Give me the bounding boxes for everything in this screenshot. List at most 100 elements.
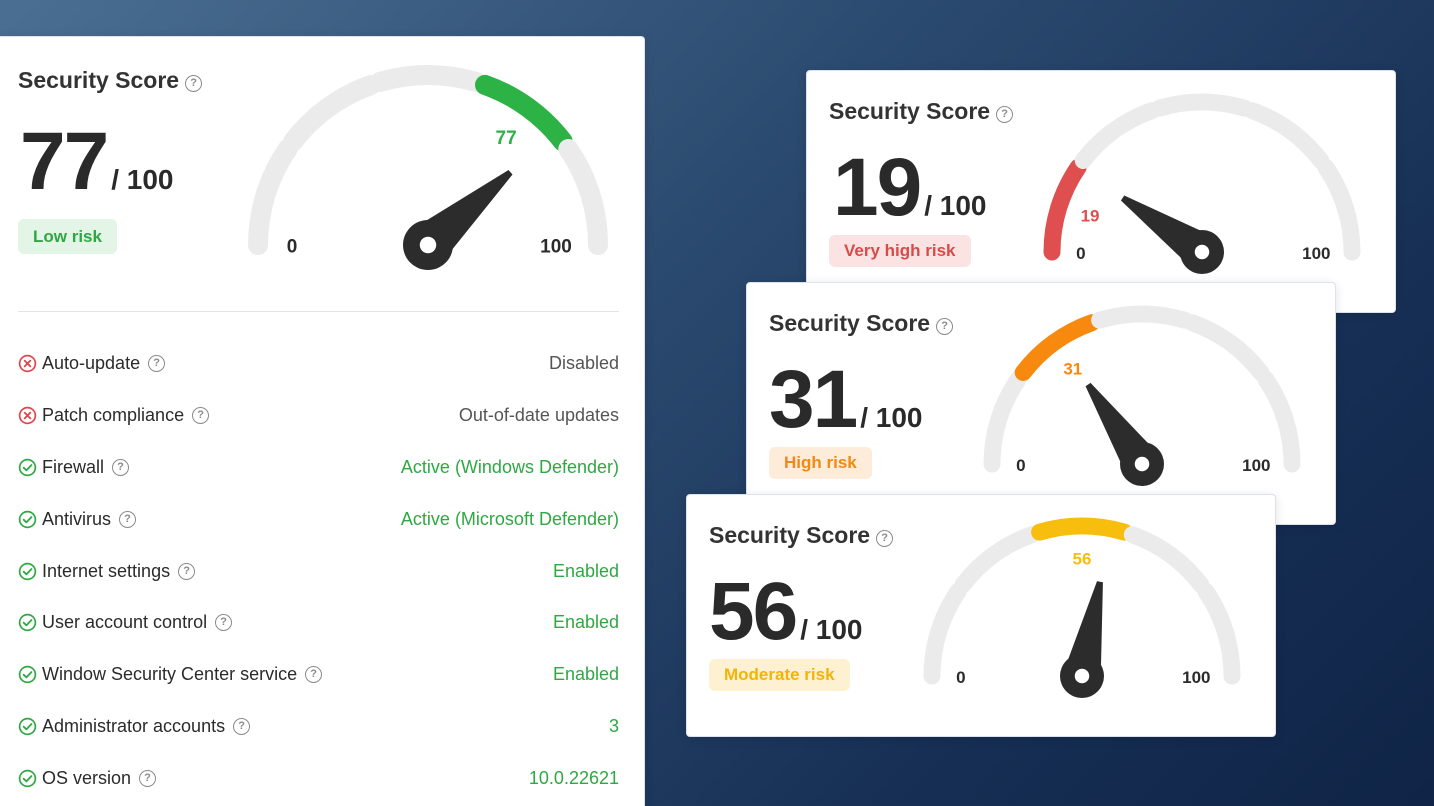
checklist-row-label: Firewall [42,456,105,477]
main-card-title-row: Security Score? [18,67,203,94]
gauge-track-segment [283,74,381,152]
help-icon[interactable]: ? [936,318,954,335]
checklist-row: Firewall? Active (Windows Defender) [18,442,619,494]
checklist-row-label-group: Internet settings? [18,560,196,582]
gauge-track-segment [983,370,1027,473]
score-denominator: / 100 [924,190,987,221]
help-icon[interactable]: ? [148,355,166,373]
checklist-row-label: Antivirus [42,508,112,529]
score-value: 31 [769,354,858,445]
score-denominator: / 100 [111,164,174,195]
security-score-card-moderate-risk: Security Score? 56/ 100 Moderate risk 56… [686,494,1276,737]
security-checks-list: Auto-update? Disabled Patch compliance? Out… [18,338,619,804]
main-card-title: Security Score [18,67,180,93]
checklist-row: Window Security Center service? Enabled [18,649,619,701]
gauge-value-label: 31 [1063,360,1082,379]
gauge-track-segment [954,526,1041,593]
check-circle-icon [18,717,37,736]
checklist-row-label-group: Administrator accounts? [18,715,251,737]
gauge-min-label: 0 [956,668,965,687]
help-icon[interactable]: ? [185,75,203,92]
checklist-row-label-group: Auto-update? [18,353,166,374]
checklist-row: Patch compliance? Out-of-date updates [18,390,619,442]
checklist-row-value: Enabled [552,560,619,581]
checklist-row-label: Window Security Center service [42,664,298,685]
help-icon[interactable]: ? [119,510,137,528]
security-gauge: 77 0 100 [248,65,608,270]
checklist-row-label: Auto-update [42,353,141,374]
checklist-row-label-group: User account control? [18,612,233,633]
checklist-row-value: Active (Windows Defender) [400,456,619,477]
help-icon[interactable]: ? [233,717,251,735]
checklist-row: OS version? 10.0.22621 [18,752,619,804]
gauge-needle [1063,581,1103,680]
help-icon[interactable]: ? [305,666,323,684]
gauge-track-segment [1317,158,1361,261]
help-icon[interactable]: ? [215,614,233,632]
checklist-row-label: Administrator accounts [42,715,226,736]
help-icon[interactable]: ? [996,106,1014,123]
gauge-value-label: 56 [1073,549,1092,568]
gauge-track-segment [1151,93,1253,117]
gauge-max-label: 100 [540,237,572,258]
card-title-row: Security Score? [709,522,894,549]
score-value: 77 [20,116,109,207]
help-icon[interactable]: ? [139,769,157,787]
card-title: Security Score [769,310,931,336]
gauge-needle-pivot [1074,668,1090,684]
security-gauge: 31 0 100 [983,305,1301,486]
checklist-row-label-group: OS version? [18,767,157,789]
security-gauge: 19 0 100 [1043,93,1361,274]
main-security-score-card: Security Score? 77/ 100 Low risk 77 0 100 … [0,36,645,806]
gauge-active-segment [1031,517,1133,541]
checklist-row: Administrator accounts? 3 [18,701,619,753]
gauge-active-segment [475,74,573,152]
check-circle-icon [18,562,37,580]
score-denominator: / 100 [800,614,863,645]
checklist-row-label: Internet settings [42,560,171,581]
help-icon[interactable]: ? [112,458,130,476]
help-icon[interactable]: ? [876,530,894,547]
security-score-card-very-high-risk: Security Score? 19/ 100 Very high risk 1… [806,70,1396,313]
checklist-row-label-group: Antivirus? [18,508,137,530]
score-denominator: / 100 [860,402,923,433]
check-circle-icon [18,458,37,477]
gauge-track-segment [923,582,967,685]
checklist-row: User account control? Enabled [18,597,619,649]
card-title: Security Score [709,522,871,548]
check-circle-icon [18,510,37,529]
checklist-row: Internet settings? Enabled [18,545,619,597]
checklist-row-label: Patch compliance [42,405,185,426]
gauge-min-label: 0 [287,237,298,258]
risk-badge: High risk [769,447,872,479]
x-circle-icon [18,355,37,373]
main-score: 77/ 100 [20,115,174,209]
gauge-track-segment [1243,102,1330,169]
gauge-track-segment [1257,370,1301,473]
card-title-row: Security Score? [769,310,954,337]
score-value: 19 [833,142,922,233]
risk-badge: Moderate risk [709,659,850,691]
gauge-value-label: 77 [496,128,517,149]
security-gauge: 56 0 100 [923,517,1241,698]
card-title-row: Security Score? [829,98,1014,125]
risk-badge: Very high risk [829,235,971,267]
checklist-row-value: Active (Microsoft Defender) [400,508,619,529]
checklist-row-value: Enabled [552,612,619,633]
gauge-track-segment [248,139,298,255]
gauge-track-segment [1074,102,1161,169]
gauge-active-segment [1014,314,1101,381]
help-icon[interactable]: ? [192,407,210,425]
security-score-card-high-risk: Security Score? 31/ 100 High risk 31 0 100 [746,282,1336,525]
checklist-row-value: 10.0.22621 [528,767,619,788]
gauge-max-label: 100 [1242,456,1270,475]
checklist-row-value: Enabled [552,664,619,685]
gauge-track-segment [1123,526,1210,593]
checklist-row-label-group: Window Security Center service? [18,664,323,685]
checklist-row-label: OS version [42,767,132,788]
help-icon[interactable]: ? [178,562,196,580]
x-circle-icon [18,406,37,425]
check-circle-icon [18,769,37,788]
checklist-row-label: User account control [42,612,208,633]
card-title: Security Score [829,98,991,124]
